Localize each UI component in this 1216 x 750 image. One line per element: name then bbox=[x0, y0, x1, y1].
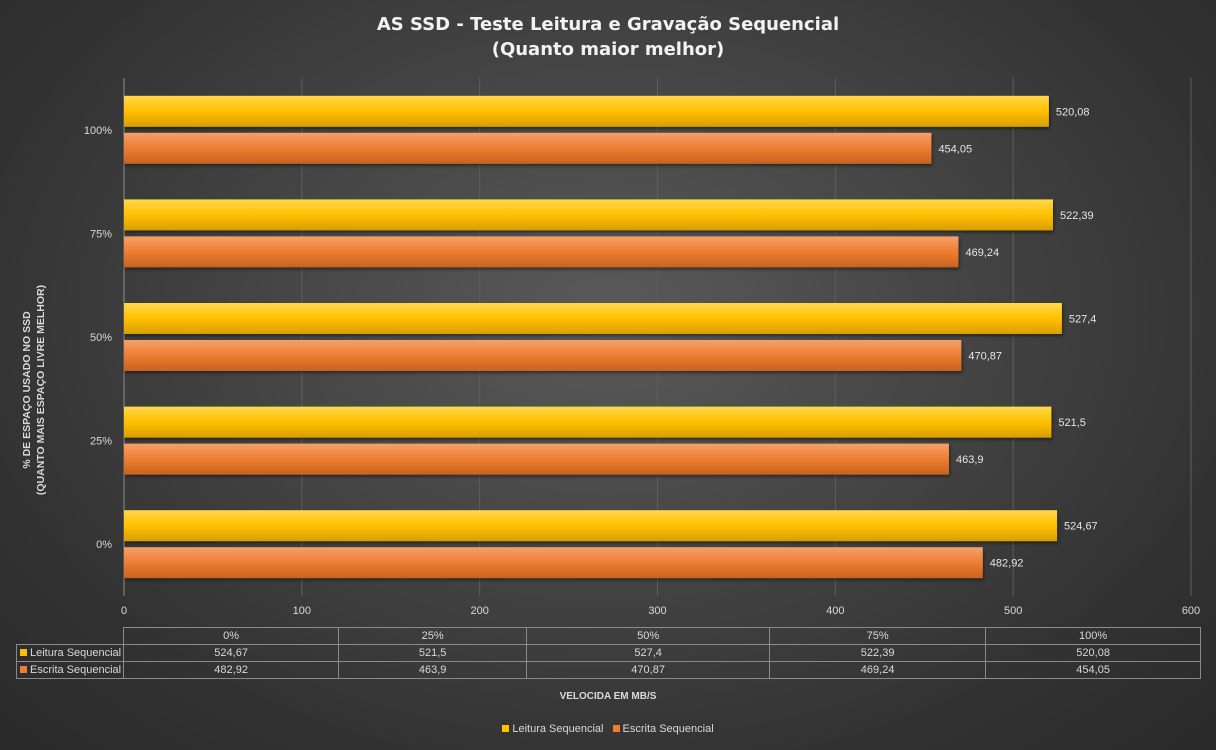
data-label: 521,5 bbox=[1058, 417, 1086, 429]
data-label: 482,92 bbox=[990, 558, 1024, 570]
data-table-cell: 524,67 bbox=[123, 644, 340, 662]
data-label: 522,39 bbox=[1060, 210, 1094, 222]
bar-escrita[interactable] bbox=[124, 236, 959, 268]
x-tick-label: 0 bbox=[121, 605, 127, 617]
data-table-cell: 470,87 bbox=[526, 661, 771, 679]
data-table-cell: 454,05 bbox=[985, 661, 1202, 679]
legend: Leitura Sequencial Escrita Sequencial bbox=[0, 723, 1216, 735]
legend-swatch-escrita bbox=[20, 665, 27, 673]
legend-label: Leitura Sequencial bbox=[512, 723, 604, 735]
data-table-row-escrita: Escrita Sequencial 482,92 463,9 470,87 4… bbox=[15, 661, 1202, 679]
bar-leitura[interactable] bbox=[124, 510, 1058, 542]
x-tick-label: 300 bbox=[648, 605, 666, 617]
legend-swatch-leitura bbox=[20, 648, 27, 656]
y-tick-label: 100% bbox=[84, 125, 112, 137]
series-name: Leitura Sequencial bbox=[30, 647, 122, 659]
data-table-row-header: Leitura Sequencial bbox=[15, 644, 125, 662]
data-label: 470,87 bbox=[968, 351, 1002, 363]
series-name: Escrita Sequencial bbox=[30, 664, 122, 676]
data-table-cell: 469,24 bbox=[769, 661, 987, 679]
bar-leitura[interactable] bbox=[124, 406, 1052, 438]
bar-escrita[interactable] bbox=[124, 340, 962, 371]
y-tick-label: 25% bbox=[90, 436, 112, 448]
y-axis-label-line2: (QUANTO MAIS ESPAÇO LIVRE MELHOR) bbox=[35, 284, 47, 496]
bar-escrita[interactable] bbox=[124, 132, 932, 164]
bar-leitura[interactable] bbox=[124, 199, 1053, 231]
x-tick-label: 500 bbox=[1004, 605, 1022, 617]
data-table-cell: 520,08 bbox=[985, 644, 1202, 662]
data-table-header-cell: 25% bbox=[338, 627, 528, 645]
x-tick-label: 600 bbox=[1182, 605, 1200, 617]
data-table-cell: 522,39 bbox=[769, 644, 987, 662]
bar-leitura[interactable] bbox=[124, 303, 1062, 334]
data-table-cell: 482,92 bbox=[123, 661, 340, 679]
data-label: 454,05 bbox=[938, 143, 972, 155]
y-tick-label: 0% bbox=[96, 539, 112, 551]
x-tick-label: 400 bbox=[826, 605, 844, 617]
data-label: 524,67 bbox=[1064, 521, 1098, 533]
legend-label: Escrita Sequencial bbox=[622, 723, 714, 735]
legend-swatch-leitura bbox=[502, 724, 510, 732]
data-table-header-row: 0% 25% 50% 75% 100% bbox=[16, 627, 1202, 645]
y-axis-label-line1: % DE ESPAÇO USADO NO SSD bbox=[21, 311, 33, 469]
data-label: 463,9 bbox=[956, 454, 984, 466]
bar-leitura[interactable] bbox=[124, 95, 1049, 127]
bar-escrita[interactable] bbox=[124, 443, 949, 475]
data-label: 527,4 bbox=[1069, 314, 1097, 326]
legend-item-leitura[interactable]: Leitura Sequencial bbox=[502, 723, 603, 735]
data-table: 0% 25% 50% 75% 100% Leitura Sequencial 5… bbox=[15, 627, 1202, 679]
x-axis-label: VELOCIDA EM MB/S bbox=[559, 691, 657, 702]
legend-swatch-escrita bbox=[612, 724, 620, 732]
bar-escrita[interactable] bbox=[124, 547, 983, 579]
data-table-cell: 463,9 bbox=[338, 661, 528, 679]
data-table-cell: 521,5 bbox=[338, 644, 528, 662]
x-tick-label: 200 bbox=[470, 605, 488, 617]
y-axis-label: % DE ESPAÇO USADO NO SSD (QUANTO MAIS ES… bbox=[20, 180, 60, 600]
data-table-row-header: Escrita Sequencial bbox=[15, 661, 125, 679]
data-label: 520,08 bbox=[1056, 106, 1090, 118]
data-table-row-leitura: Leitura Sequencial 524,67 521,5 527,4 52… bbox=[15, 644, 1202, 662]
y-tick-label: 75% bbox=[90, 228, 112, 240]
data-table-header-cell: 50% bbox=[526, 627, 771, 645]
data-table-header-cell: 75% bbox=[769, 627, 987, 645]
y-tick-label: 50% bbox=[90, 332, 112, 344]
data-table-cell: 527,4 bbox=[526, 644, 771, 662]
chart-title: AS SSD - Teste Leitura e Gravação Sequen… bbox=[376, 14, 840, 35]
x-tick-label: 100 bbox=[293, 605, 311, 617]
legend-item-escrita[interactable]: Escrita Sequencial bbox=[612, 723, 714, 735]
data-table-header-cell: 100% bbox=[985, 627, 1202, 645]
chart-subtitle: (Quanto maior melhor) bbox=[491, 39, 725, 60]
data-table-header-cell: 0% bbox=[123, 627, 340, 645]
data-label: 469,24 bbox=[965, 247, 999, 259]
